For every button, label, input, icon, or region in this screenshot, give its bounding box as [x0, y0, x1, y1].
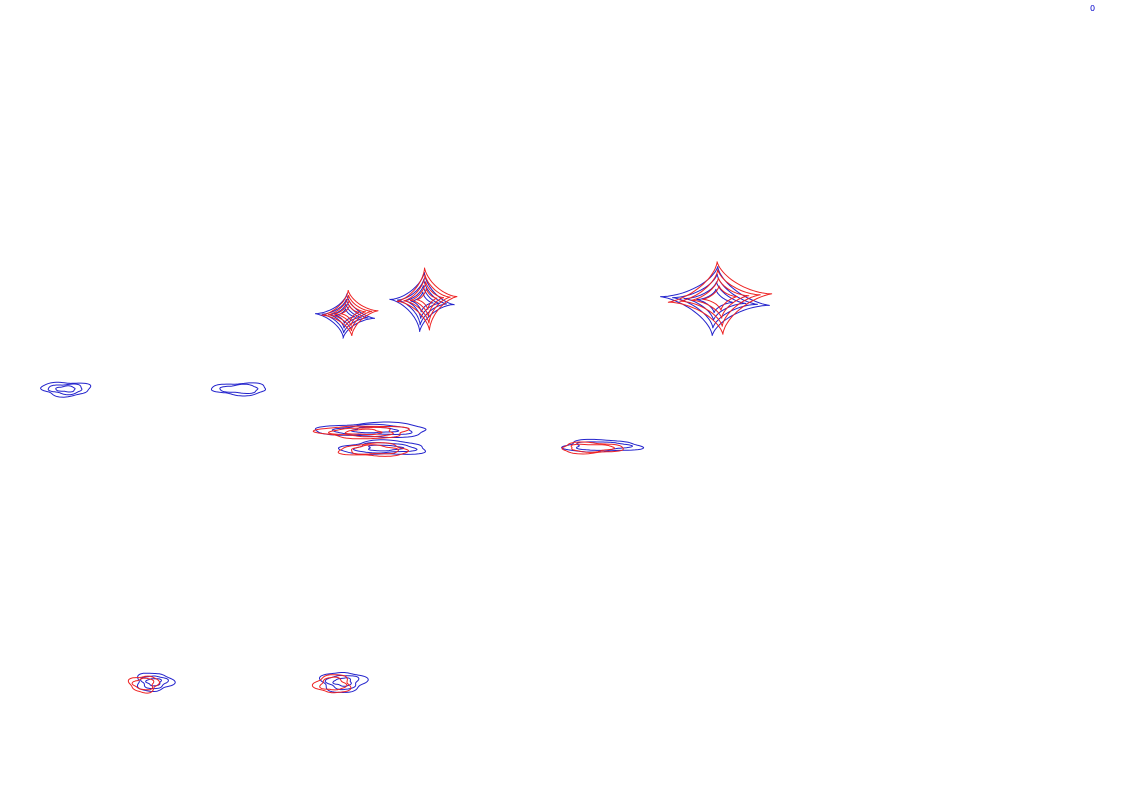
- negative-contour: [679, 269, 761, 327]
- contour-peak: [311, 672, 369, 694]
- positive-contour: [210, 382, 266, 397]
- contour-peak: [560, 438, 645, 455]
- positive-contour: [331, 423, 413, 436]
- positive-contour: [47, 383, 83, 396]
- positive-contour: [368, 444, 405, 452]
- negative-contour: [403, 274, 451, 324]
- positive-contour: [338, 439, 427, 455]
- positive-contour: [334, 308, 356, 324]
- contour-peak: [315, 290, 379, 340]
- positive-contour: [136, 672, 176, 692]
- negative-contour: [311, 674, 352, 694]
- negative-contour: [340, 305, 360, 321]
- negative-contour: [344, 428, 383, 435]
- positive-contour: [696, 288, 734, 314]
- positive-contour: [672, 273, 758, 329]
- negative-contour: [561, 441, 624, 455]
- positive-contour: [332, 677, 352, 687]
- negative-contour: [351, 444, 399, 455]
- contour-peak: [40, 381, 92, 398]
- positive-contour: [219, 383, 259, 394]
- negative-contour: [667, 261, 773, 335]
- positive-contour: [575, 441, 633, 451]
- peaks-layer: [40, 261, 773, 694]
- negative-contour: [690, 277, 750, 319]
- contour-peak: [660, 261, 773, 336]
- negative-contour: [127, 675, 161, 694]
- positive-contour: [55, 385, 76, 393]
- negative-contour: [333, 300, 367, 326]
- contour-peak: [127, 672, 176, 694]
- negative-contour: [328, 426, 394, 438]
- negative-contour: [327, 295, 373, 331]
- negative-contour: [131, 677, 155, 691]
- positive-contour: [328, 303, 362, 329]
- negative-contour: [337, 442, 410, 457]
- positive-contour: [40, 381, 92, 398]
- negative-contour: [702, 285, 738, 311]
- corner-label: 0: [1090, 4, 1096, 13]
- contour-peak: [388, 267, 458, 332]
- contour-peak: [312, 421, 427, 440]
- negative-contour: [319, 676, 348, 691]
- negative-contour: [416, 288, 438, 310]
- positive-contour: [139, 675, 169, 690]
- positive-contour: [560, 438, 645, 453]
- positive-contour: [397, 278, 447, 326]
- negative-contour: [321, 290, 379, 336]
- contour-peak: [210, 382, 266, 397]
- negative-contour: [396, 267, 458, 331]
- negative-contour: [312, 425, 410, 440]
- negative-contour: [570, 443, 616, 453]
- negative-contour: [409, 281, 445, 317]
- positive-contour: [388, 272, 456, 332]
- contour-peak: [337, 439, 427, 457]
